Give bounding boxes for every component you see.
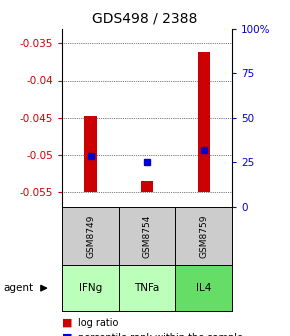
Text: GSM8749: GSM8749 (86, 214, 95, 258)
Text: GSM8754: GSM8754 (143, 214, 152, 258)
Text: GDS498 / 2388: GDS498 / 2388 (92, 12, 198, 26)
Text: ■: ■ (62, 333, 73, 336)
Text: IL4: IL4 (196, 283, 211, 293)
Text: percentile rank within the sample: percentile rank within the sample (78, 333, 243, 336)
Text: log ratio: log ratio (78, 318, 119, 328)
Text: ■: ■ (62, 318, 73, 328)
Bar (141, 181, 153, 192)
Bar (197, 52, 210, 192)
Text: IFNg: IFNg (79, 283, 102, 293)
Text: agent: agent (3, 283, 33, 293)
Bar (84, 116, 97, 192)
Text: TNFa: TNFa (135, 283, 160, 293)
Text: GSM8759: GSM8759 (199, 214, 208, 258)
